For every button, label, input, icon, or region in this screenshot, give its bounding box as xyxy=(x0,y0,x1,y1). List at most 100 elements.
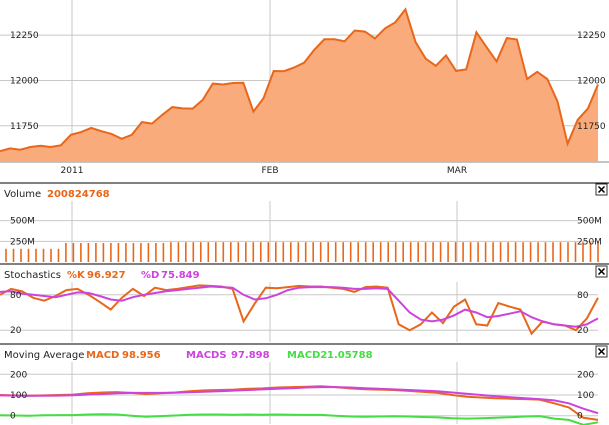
volume-bar-72 xyxy=(544,242,547,262)
stoch-y-tick-right-1: 80 xyxy=(577,291,589,301)
volume-bar-37 xyxy=(282,242,285,262)
macd-y-tick-right-2: 200 xyxy=(577,370,594,380)
volume-bar-19 xyxy=(147,243,150,262)
price-y-tick-left-1: 12000 xyxy=(10,76,39,86)
volume-bar-18 xyxy=(140,243,142,262)
volume-bar-23 xyxy=(177,242,180,262)
volume-bar-31 xyxy=(237,242,240,262)
macd-y-tick-left-0: 0 xyxy=(10,412,16,422)
stoch-k-name: %K xyxy=(67,270,86,281)
stochastics-y-ticks: 20 20 80 80 xyxy=(10,291,589,336)
volume-bar-75 xyxy=(567,242,569,262)
stochastics-lines xyxy=(0,284,599,336)
price-y-tick-right-2: 12250 xyxy=(577,31,606,41)
stochastics-title: Stochastics xyxy=(4,270,61,281)
macd-line-macds xyxy=(0,386,599,415)
volume-bar-44 xyxy=(334,242,337,262)
volume-bar-79 xyxy=(597,242,599,262)
price-panel: 11750 11750 12000 12000 12250 12250 2011 FEB MA… xyxy=(0,0,609,184)
volume-y-tick-left-1: 500M xyxy=(10,217,35,227)
volume-bar-62 xyxy=(469,242,472,262)
stoch-line-d xyxy=(0,285,599,328)
volume-y-tick-right-0: 250M xyxy=(577,237,602,247)
stoch-y-tick-right-0: 20 xyxy=(577,326,589,336)
volume-bar-50 xyxy=(379,242,382,262)
volume-bar-65 xyxy=(492,242,494,262)
volume-bar-71 xyxy=(537,242,539,262)
volume-bar-73 xyxy=(552,242,554,262)
volume-current-value: 200824768 xyxy=(47,189,110,200)
stoch-line-k xyxy=(0,284,599,336)
volume-bar-61 xyxy=(462,242,464,262)
volume-bar-67 xyxy=(507,242,509,262)
volume-title: Volume xyxy=(4,189,41,200)
macd-y-tick-right-0: 0 xyxy=(577,412,583,422)
volume-y-ticks: 250M 250M 500M 500M xyxy=(10,217,602,248)
stochastics-panel: Stochastics %K 96.927 %D 75.849 20 20 80 80 xyxy=(0,265,609,345)
volume-bar-9 xyxy=(72,243,75,262)
macds-name: MACDS xyxy=(186,350,227,361)
macd-y-ticks: 0 0 100 100 200 200 xyxy=(10,370,594,421)
volume-bar-47 xyxy=(357,242,359,262)
macd2-value: 1.05788 xyxy=(327,350,373,361)
volume-bar-56 xyxy=(424,242,427,262)
volume-bar-49 xyxy=(372,242,374,262)
volume-bar-74 xyxy=(559,242,562,262)
volume-bar-16 xyxy=(125,243,127,262)
volume-bar-64 xyxy=(484,242,487,262)
volume-bar-0 xyxy=(5,248,7,262)
close-x-icon xyxy=(597,347,606,356)
price-x-tick-1: FEB xyxy=(261,166,278,176)
stoch-d-value: 75.849 xyxy=(161,270,200,281)
volume-bar-59 xyxy=(447,242,449,262)
volume-panel: Volume 200824768 250M 250M 500M 500M xyxy=(0,183,609,265)
macd-y-tick-right-1: 100 xyxy=(577,391,594,401)
volume-bar-42 xyxy=(319,242,322,262)
volume-bar-32 xyxy=(245,242,247,262)
volume-bar-28 xyxy=(215,242,217,262)
volume-bar-7 xyxy=(57,248,60,262)
volume-bar-55 xyxy=(417,242,419,262)
volume-close-button[interactable] xyxy=(595,183,608,196)
volume-bar-51 xyxy=(387,242,389,262)
close-x-icon xyxy=(597,185,606,194)
stoch-y-tick-left-0: 20 xyxy=(10,326,22,336)
volume-bar-63 xyxy=(477,242,479,262)
stochastics-close-button[interactable] xyxy=(595,265,608,278)
volume-bar-24 xyxy=(185,242,187,262)
volume-bar-21 xyxy=(162,243,165,262)
macd-name: MACD xyxy=(86,350,119,361)
volume-bar-66 xyxy=(499,242,502,262)
price-line xyxy=(0,7,599,153)
macd-line-macd2 xyxy=(0,413,599,425)
volume-bar-57 xyxy=(432,242,434,262)
price-y-tick-right-1: 12000 xyxy=(577,76,606,86)
volume-bar-78 xyxy=(589,242,592,262)
macd-value: 98.956 xyxy=(122,350,161,361)
volume-bar-58 xyxy=(439,242,442,262)
volume-bar-68 xyxy=(514,242,517,262)
price-x-tick-2: MAR xyxy=(447,166,467,176)
volume-bar-46 xyxy=(349,242,352,262)
volume-bar-26 xyxy=(200,242,202,262)
volume-bar-2 xyxy=(20,248,22,262)
macd-y-tick-left-2: 200 xyxy=(10,370,27,380)
volume-bar-53 xyxy=(402,242,404,262)
volume-bar-5 xyxy=(42,248,45,262)
volume-bar-76 xyxy=(574,242,577,262)
volume-bar-1 xyxy=(12,248,15,262)
volume-bar-22 xyxy=(170,242,172,262)
volume-bar-69 xyxy=(522,242,524,262)
price-y-ticks: 11750 11750 12000 12000 12250 12250 xyxy=(10,31,606,132)
volume-bar-14 xyxy=(110,243,112,262)
volume-bar-33 xyxy=(252,242,255,262)
macd-close-button[interactable] xyxy=(595,345,608,358)
macd-lines xyxy=(0,385,599,425)
volume-y-tick-right-1: 500M xyxy=(577,217,602,227)
volume-bar-15 xyxy=(117,243,120,262)
volume-bar-25 xyxy=(192,242,195,262)
volume-bar-12 xyxy=(95,243,97,262)
volume-bar-43 xyxy=(327,242,329,262)
price-x-tick-0: 2011 xyxy=(61,166,84,176)
volume-bar-48 xyxy=(364,242,367,262)
